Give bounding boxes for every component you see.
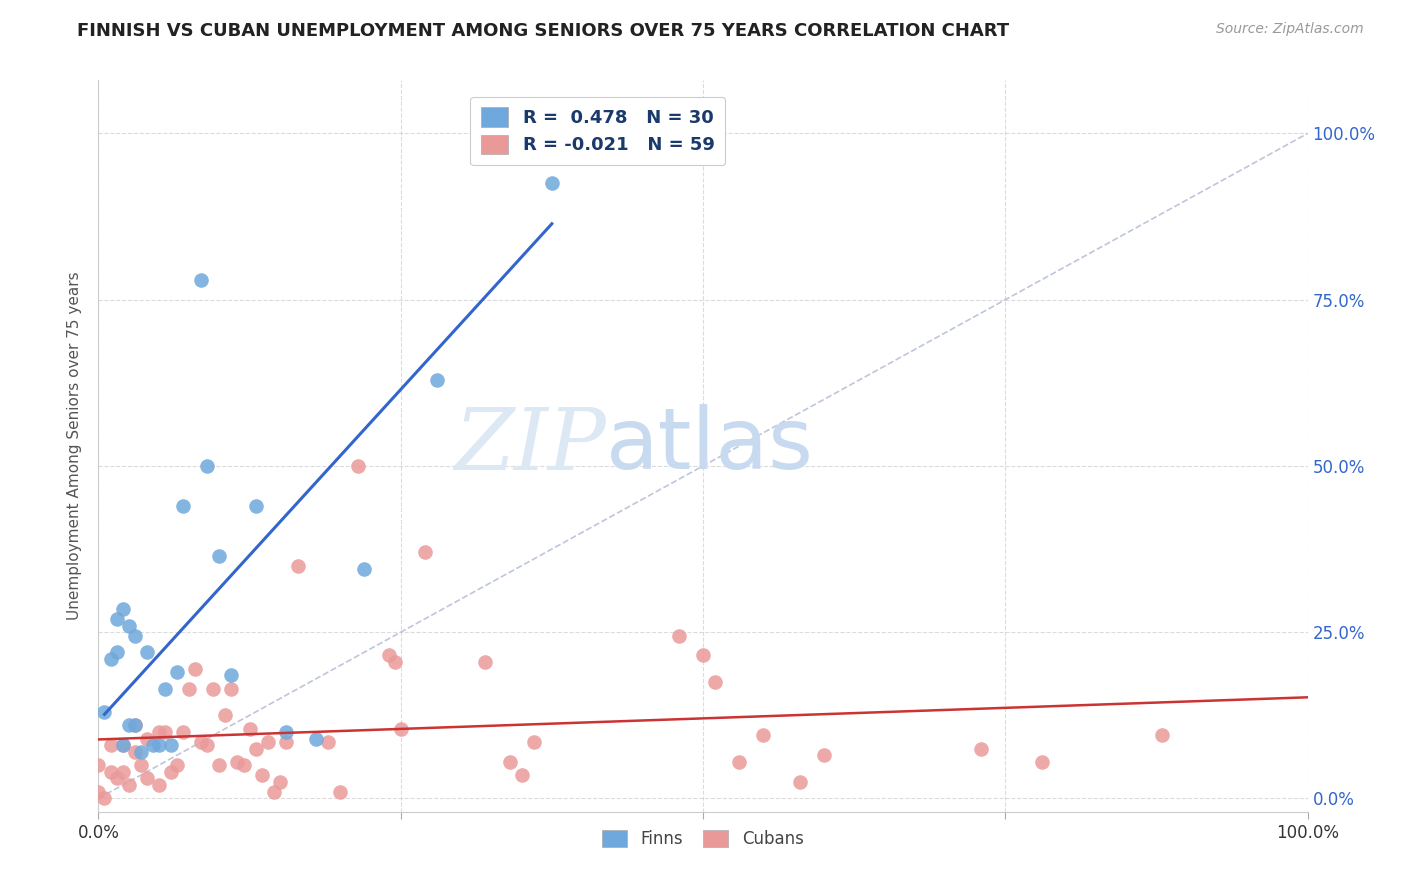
Point bbox=[813, 748, 835, 763]
Point bbox=[214, 708, 236, 723]
Point bbox=[111, 738, 134, 752]
Point bbox=[111, 602, 134, 616]
Point bbox=[353, 562, 375, 576]
Point bbox=[970, 741, 993, 756]
Y-axis label: Unemployment Among Seniors over 75 years: Unemployment Among Seniors over 75 years bbox=[67, 272, 83, 620]
Point bbox=[245, 741, 267, 756]
Point bbox=[129, 758, 152, 772]
Point bbox=[179, 681, 201, 696]
Point bbox=[377, 648, 399, 663]
Point bbox=[135, 731, 157, 746]
Point bbox=[129, 745, 152, 759]
Point bbox=[1152, 728, 1174, 742]
Text: FINNISH VS CUBAN UNEMPLOYMENT AMONG SENIORS OVER 75 YEARS CORRELATION CHART: FINNISH VS CUBAN UNEMPLOYMENT AMONG SENI… bbox=[77, 22, 1010, 40]
Point bbox=[498, 143, 520, 157]
Point bbox=[269, 774, 291, 789]
Point bbox=[100, 652, 122, 666]
Point bbox=[195, 458, 218, 473]
Point bbox=[287, 558, 309, 573]
Point bbox=[256, 735, 278, 749]
Point bbox=[329, 785, 352, 799]
Point bbox=[347, 458, 370, 473]
Point bbox=[153, 725, 176, 739]
Point bbox=[124, 718, 146, 732]
Point bbox=[142, 738, 165, 752]
Point bbox=[728, 755, 751, 769]
Point bbox=[105, 772, 128, 786]
Point bbox=[190, 273, 212, 287]
Point bbox=[166, 665, 188, 679]
Point bbox=[124, 718, 146, 732]
Point bbox=[250, 768, 273, 782]
Point bbox=[221, 681, 243, 696]
Point bbox=[426, 372, 449, 386]
Point bbox=[148, 725, 170, 739]
Point bbox=[124, 745, 146, 759]
Point bbox=[160, 764, 183, 779]
Point bbox=[413, 545, 436, 559]
Point bbox=[87, 758, 110, 772]
Point bbox=[208, 549, 231, 563]
Point bbox=[384, 655, 406, 669]
Point bbox=[135, 645, 157, 659]
Point bbox=[316, 735, 339, 749]
Point bbox=[239, 722, 262, 736]
Point bbox=[190, 735, 212, 749]
Point bbox=[692, 648, 714, 663]
Point bbox=[111, 764, 134, 779]
Point bbox=[105, 645, 128, 659]
Point bbox=[789, 774, 811, 789]
Legend: Finns, Cubans: Finns, Cubans bbox=[596, 823, 810, 855]
Point bbox=[148, 778, 170, 792]
Point bbox=[474, 655, 496, 669]
Point bbox=[389, 722, 412, 736]
Point bbox=[124, 628, 146, 642]
Point bbox=[153, 681, 176, 696]
Point bbox=[195, 738, 218, 752]
Point bbox=[166, 758, 188, 772]
Point bbox=[111, 738, 134, 752]
Point bbox=[87, 785, 110, 799]
Point bbox=[118, 778, 141, 792]
Point bbox=[172, 725, 194, 739]
Point bbox=[523, 735, 546, 749]
Point bbox=[263, 785, 285, 799]
Point bbox=[540, 177, 562, 191]
Point bbox=[160, 738, 183, 752]
Point bbox=[305, 731, 328, 746]
Text: ZIP: ZIP bbox=[454, 405, 606, 487]
Point bbox=[226, 755, 249, 769]
Point bbox=[668, 628, 690, 642]
Point bbox=[93, 791, 115, 805]
Point bbox=[118, 718, 141, 732]
Point bbox=[135, 772, 157, 786]
Point bbox=[93, 705, 115, 719]
Point bbox=[232, 758, 254, 772]
Point bbox=[118, 618, 141, 632]
Point bbox=[704, 675, 727, 690]
Point bbox=[184, 662, 207, 676]
Point bbox=[523, 143, 546, 157]
Point bbox=[274, 735, 297, 749]
Point bbox=[172, 499, 194, 513]
Point bbox=[498, 755, 520, 769]
Text: Source: ZipAtlas.com: Source: ZipAtlas.com bbox=[1216, 22, 1364, 37]
Text: atlas: atlas bbox=[606, 404, 814, 488]
Point bbox=[208, 758, 231, 772]
Point bbox=[105, 612, 128, 626]
Point bbox=[1031, 755, 1053, 769]
Point bbox=[100, 738, 122, 752]
Point bbox=[274, 725, 297, 739]
Point bbox=[221, 668, 243, 682]
Point bbox=[100, 764, 122, 779]
Point bbox=[148, 738, 170, 752]
Point bbox=[202, 681, 225, 696]
Point bbox=[752, 728, 775, 742]
Point bbox=[510, 768, 533, 782]
Point bbox=[245, 499, 267, 513]
